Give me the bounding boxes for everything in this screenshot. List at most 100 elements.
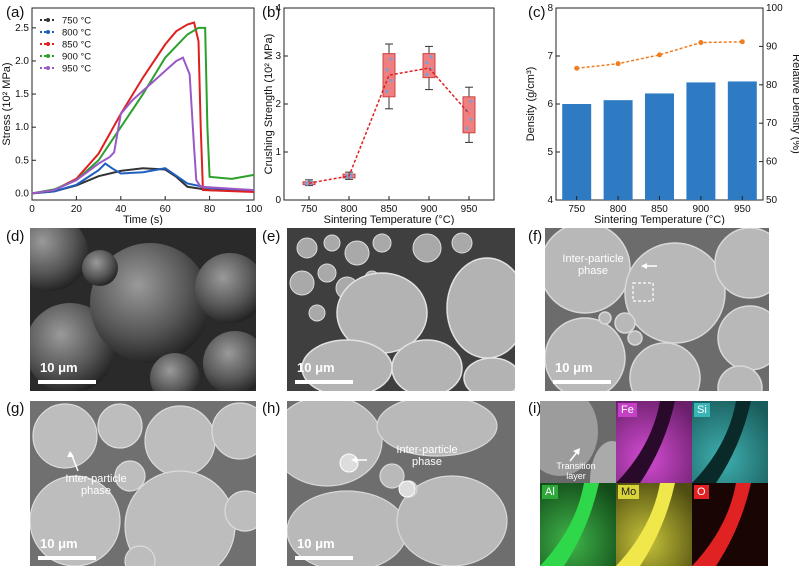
scale-bar-label: 10 μm xyxy=(555,360,593,375)
data-point xyxy=(385,89,389,93)
y2-tick-label: 90 xyxy=(766,41,778,52)
data-point xyxy=(305,181,309,185)
data-point xyxy=(385,68,389,72)
y2-tick-label: 50 xyxy=(766,195,778,206)
legend-label: 800 °C xyxy=(62,28,91,39)
inter-particle-annotation: Inter-particle phase xyxy=(562,253,624,277)
element-label-si: Si xyxy=(694,403,710,417)
x-tick-label: 100 xyxy=(246,204,262,215)
panel-label-b: (b) xyxy=(262,4,281,21)
y-tick-label: 1.5 xyxy=(15,89,29,100)
y-axis-label: Crushing Strength (10² MPa) xyxy=(263,34,275,175)
sem-image-e: 10 μm xyxy=(287,228,515,391)
legend-marker xyxy=(46,18,50,22)
relative-density-point xyxy=(739,39,745,45)
relative-density-point xyxy=(574,65,580,71)
stress-time-chart: 0 20 40 60 80 100 0.0 0.5 1.0 1.5 2.0 2.5 Time (s) St… xyxy=(1,7,262,225)
y-tick-label: 0.5 xyxy=(15,155,29,166)
scale-bar-label: 10 μm xyxy=(297,536,335,551)
y-tick-label: 1 xyxy=(275,147,281,158)
x-tick-label: 800 xyxy=(610,204,627,215)
relative-density-point xyxy=(698,40,704,46)
panel-label-i: (i) xyxy=(528,400,542,417)
panel-label-d: (d) xyxy=(6,228,25,245)
legend-marker xyxy=(46,54,50,58)
y2-tick-label: 80 xyxy=(766,80,778,91)
element-label-al: Al xyxy=(542,485,558,499)
scale-bar xyxy=(38,556,96,560)
y-tick-label: 1.0 xyxy=(15,122,29,133)
transition-layer-annotation: Transition layer xyxy=(556,461,596,481)
panel-label-a: (a) xyxy=(6,4,25,21)
y-tick-label: 4 xyxy=(547,195,553,206)
data-point xyxy=(389,57,393,61)
x-tick-label: 950 xyxy=(734,204,751,215)
y-tick-label: 4 xyxy=(275,3,281,14)
y-axis-label: Stress (10² MPa) xyxy=(1,62,13,145)
x-tick-label: 850 xyxy=(381,204,398,215)
y2-tick-label: 70 xyxy=(766,118,778,129)
scale-bar xyxy=(38,380,96,384)
x-tick-label: 800 xyxy=(341,204,358,215)
y-axis-label: Density (g/cm³) xyxy=(525,67,537,142)
scale-bar xyxy=(295,556,353,560)
y2-axis-label: Relative Density (%) xyxy=(790,54,799,154)
data-point xyxy=(429,55,433,59)
x-tick-label: 900 xyxy=(693,204,710,215)
x-tick-label: 40 xyxy=(115,204,127,215)
legend-marker xyxy=(46,30,50,34)
y-tick-label: 2.5 xyxy=(15,23,29,34)
relative-density-point xyxy=(657,52,662,58)
y2-tick-label: 60 xyxy=(766,157,778,168)
data-point xyxy=(465,126,469,130)
bar xyxy=(645,93,674,200)
scale-bar-label: 10 μm xyxy=(40,536,78,551)
x-axis-label: Sintering Temperature (°C) xyxy=(324,214,455,225)
crushing-strength-chart: 0 1 2 3 4 750 800 850 900 950 Sintering Temperatur… xyxy=(263,3,495,225)
y-tick-label: 3 xyxy=(275,51,281,62)
y-tick-label: 7 xyxy=(547,51,553,62)
panel-label-f: (f) xyxy=(528,228,543,245)
bar xyxy=(562,104,592,200)
data-point xyxy=(349,172,353,177)
element-label-fe: Fe xyxy=(618,403,637,417)
data-point xyxy=(425,73,429,77)
data-point xyxy=(469,99,473,103)
y-tick-label: 2 xyxy=(275,99,281,110)
box xyxy=(382,53,396,98)
x-tick-label: 750 xyxy=(568,204,585,215)
y-tick-label: 0.0 xyxy=(15,188,29,199)
eds-maps-panel: Transition layer Fe Si Al Mo O xyxy=(540,401,768,566)
legend-label: 750 °C xyxy=(62,16,91,27)
inter-particle-annotation: Inter-particle phase xyxy=(65,473,127,497)
x-axis-label: Sintering Temperature (°C) xyxy=(594,214,725,225)
sem-image-h: Inter-particle phase 10 μm xyxy=(287,401,515,566)
bar xyxy=(603,100,633,200)
panel-label-e: (e) xyxy=(262,228,281,245)
scale-bar-label: 10 μm xyxy=(297,360,335,375)
data-point xyxy=(469,117,473,121)
scale-bar xyxy=(295,380,353,384)
x-tick-label: 0 xyxy=(29,204,35,215)
sem-image-f: Inter-particle phase 10 μm xyxy=(545,228,769,391)
box xyxy=(462,96,476,134)
y-tick-label: 6 xyxy=(547,99,553,110)
x-tick-label: 900 xyxy=(421,204,438,215)
legend-label: 950 °C xyxy=(62,64,91,75)
scale-bar-label: 10 μm xyxy=(40,360,78,375)
relative-density-line xyxy=(576,41,743,70)
data-point xyxy=(389,79,393,83)
x-tick-label: 20 xyxy=(71,204,83,215)
y-tick-label: 8 xyxy=(547,3,553,14)
x-tick-label: 80 xyxy=(204,204,216,215)
x-tick-label: 60 xyxy=(160,204,172,215)
series-line xyxy=(31,56,255,195)
y2-tick-label: 100 xyxy=(766,3,783,14)
legend-label: 900 °C xyxy=(62,52,91,63)
element-label-o: O xyxy=(694,485,709,499)
mean-line xyxy=(308,67,470,184)
scale-bar xyxy=(553,380,611,384)
plot-frame xyxy=(31,7,255,201)
relative-density-point xyxy=(615,61,621,67)
